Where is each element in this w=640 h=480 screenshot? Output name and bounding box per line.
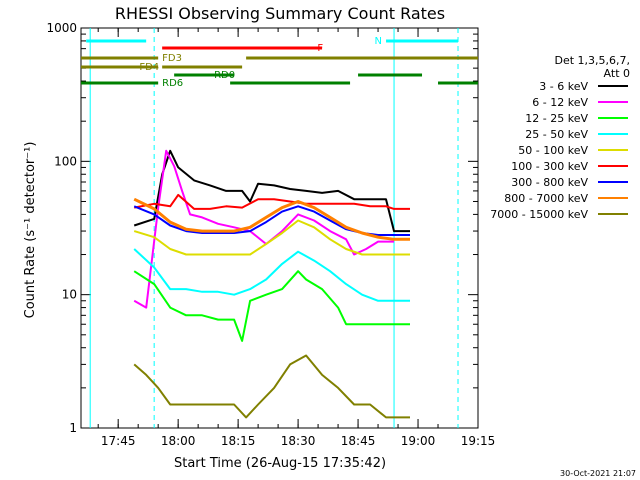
flag-label-rd6: RD6 bbox=[162, 78, 183, 89]
series-line-100-300-kevkev bbox=[134, 193, 410, 210]
legend-label: 12 - 25 keV bbox=[525, 112, 588, 125]
x-tick-label: 18:00 bbox=[161, 434, 196, 448]
legend-label: 300 - 800 keV bbox=[511, 176, 588, 189]
y-axis-label: Count Rate (s⁻¹ detector⁻¹) bbox=[23, 142, 38, 319]
legend-label: 7000 - 15000 keV bbox=[490, 208, 588, 221]
x-axis-label: Start Time (26-Aug-15 17:35:42) bbox=[174, 456, 386, 471]
legend-header: Det 1,3,5,6,7, bbox=[554, 54, 630, 67]
legend-header: Att 0 bbox=[604, 67, 630, 80]
flag-label-f: F bbox=[317, 43, 323, 54]
flag-label-fd4: FD4 bbox=[139, 62, 159, 73]
x-tick-label: 18:15 bbox=[221, 434, 256, 448]
legend-label: 3 - 6 keV bbox=[539, 80, 588, 93]
y-tick-label: 10 bbox=[62, 288, 77, 302]
plot-area: 1 10 100 1000 17:45 18:00 18:15 18:30 18:45 19:00… bbox=[46, 21, 495, 448]
flag-label-fd3: FD3 bbox=[162, 53, 182, 64]
legend: Det 1,3,5,6,7,Att 0 3 - 6 keV 6 - 12 keV 12… bbox=[490, 54, 630, 221]
legend-label: 50 - 100 keV bbox=[518, 144, 588, 157]
series-line-12-25-kevkev bbox=[133, 270, 410, 342]
series-line-25-50-kevkev bbox=[133, 248, 410, 302]
series-line-800-7000-kevkev bbox=[133, 197, 410, 241]
series-line-50-100-kevkev bbox=[133, 219, 410, 256]
x-tick-label: 18:30 bbox=[281, 434, 316, 448]
series-group bbox=[133, 149, 410, 419]
series-line-7000-15000-kevkev bbox=[133, 354, 410, 419]
x-tick-label: 17:45 bbox=[101, 434, 136, 448]
legend-label: 6 - 12 keV bbox=[532, 96, 588, 109]
flag-label-n: N bbox=[375, 36, 382, 47]
legend-label: 100 - 300 keV bbox=[511, 160, 588, 173]
y-tick-label: 1000 bbox=[46, 21, 77, 35]
chart-title: RHESSI Observing Summary Count Rates bbox=[115, 4, 445, 23]
plot-frame bbox=[80, 27, 479, 429]
y-tick-label: 1 bbox=[69, 421, 77, 435]
footer-timestamp: 30-Oct-2021 21:07 bbox=[560, 469, 636, 478]
flag-label-rd0: RD0 bbox=[214, 70, 235, 81]
x-tick-label: 19:00 bbox=[401, 434, 436, 448]
y-tick-label: 100 bbox=[54, 154, 77, 168]
legend-label: 25 - 50 keV bbox=[525, 128, 588, 141]
legend-label: 800 - 7000 keV bbox=[504, 192, 588, 205]
x-tick-label: 19:15 bbox=[461, 434, 496, 448]
x-tick-label: 18:45 bbox=[341, 434, 376, 448]
series-line-3-6-kevkev bbox=[133, 149, 410, 233]
